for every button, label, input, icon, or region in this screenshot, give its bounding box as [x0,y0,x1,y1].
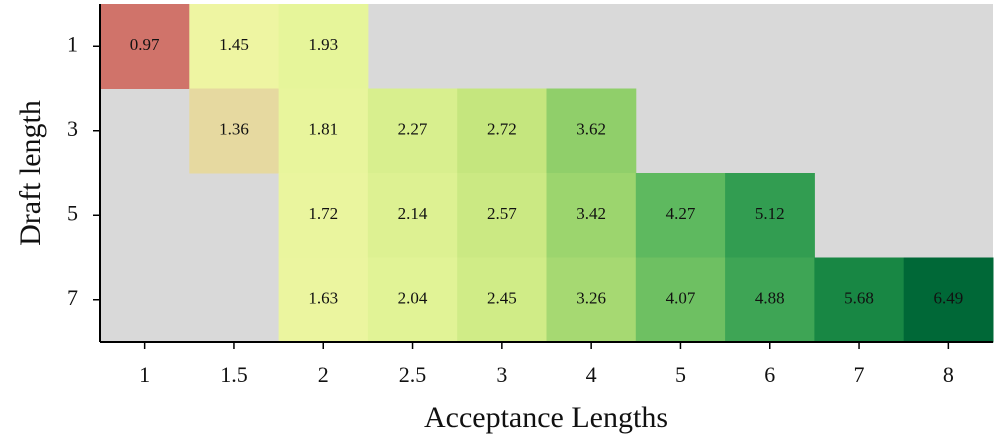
x-tick-label: 5 [675,362,686,387]
cell-label: 1.45 [219,35,249,54]
heatmap-cell [457,257,547,343]
cell-label: 3.26 [576,289,606,308]
cell-label: 2.57 [487,204,517,223]
heatmap-cell [189,88,280,174]
heatmap-cell [457,173,547,258]
cell-label: 1.72 [308,204,338,223]
x-tick-label: 2 [318,362,329,387]
x-tick-label: 6 [764,362,775,387]
heatmap-cell [546,173,637,258]
heatmap-cell [814,257,905,343]
heatmap-cell [903,257,994,343]
x-tick-label: 7 [854,362,865,387]
x-tick-label: 1 [139,362,150,387]
heatmap-cell [725,257,815,343]
x-tick-label: 1.5 [220,362,248,387]
heatmap-cell [725,173,815,258]
heatmap-cell [278,173,369,258]
cell-label: 4.88 [755,289,785,308]
x-tick-label: 4 [586,362,597,387]
heatmap-cell [635,257,726,343]
cell-label: 2.04 [398,289,428,308]
heatmap-cell [367,88,458,174]
cell-label: 3.62 [576,120,606,139]
cell-label: 0.97 [130,35,160,54]
x-tick-label: 2.5 [399,362,427,387]
heatmap-cell [457,88,547,174]
cell-label: 1.93 [308,35,338,54]
cell-label: 2.72 [487,120,517,139]
cell-label: 2.14 [398,204,428,223]
x-tick-label: 8 [943,362,954,387]
cell-label: 4.27 [666,204,696,223]
heatmap-cell [278,4,369,89]
heatmap-cell [546,88,637,174]
heatmap-cell [635,173,726,258]
heatmap-cell [546,257,637,343]
cell-label: 2.27 [398,120,428,139]
x-tick-label: 3 [496,362,507,387]
cell-label: 2.45 [487,289,517,308]
heatmap-cell [100,4,190,89]
y-tick-label: 3 [67,116,78,141]
heatmap-cell [189,4,280,89]
cell-label: 5.12 [755,204,785,223]
heatmap-cell [367,173,458,258]
cell-label: 6.49 [933,289,963,308]
y-axis-label: Draft length [14,100,47,246]
cell-label: 4.07 [666,289,696,308]
x-axis-label: Acceptance Lengths [424,401,668,434]
cell-label: 5.68 [844,289,874,308]
y-tick-label: 5 [67,200,78,225]
cell-label: 1.63 [308,289,338,308]
cell-label: 1.36 [219,120,249,139]
cell-label: 3.42 [576,204,606,223]
cell-label: 1.81 [308,120,338,139]
y-tick-label: 7 [67,285,78,310]
heatmap-cell [278,257,369,343]
heatmap-cell [278,88,369,174]
y-tick-label: 1 [67,31,78,56]
heatmap-cell [367,257,458,343]
